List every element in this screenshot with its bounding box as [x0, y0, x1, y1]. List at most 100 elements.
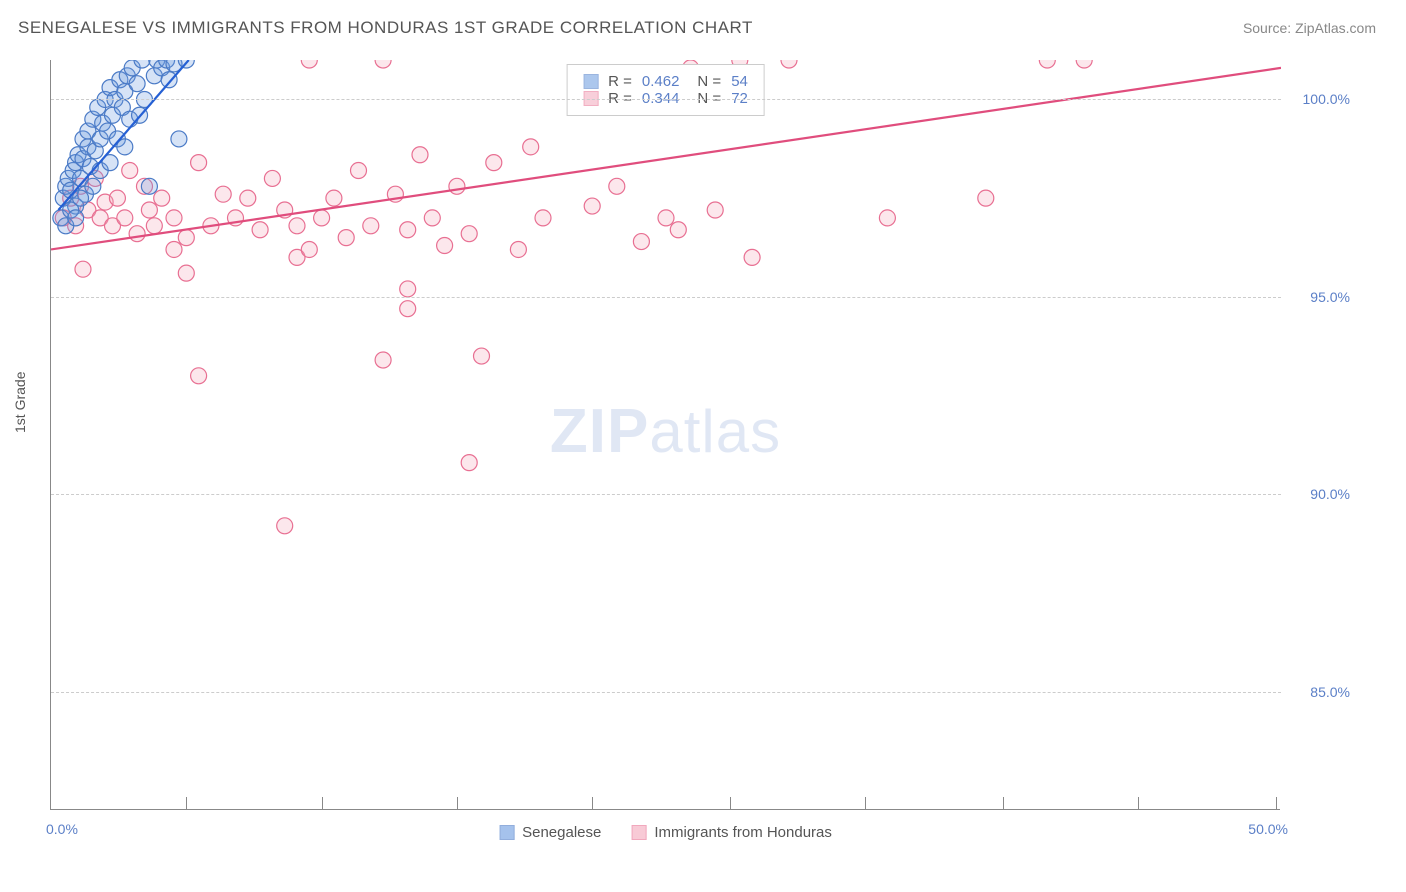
- data-point: [461, 226, 477, 242]
- data-point: [1039, 60, 1055, 68]
- data-point: [400, 281, 416, 297]
- tick-mark-x: [1003, 797, 1004, 809]
- data-point: [486, 155, 502, 171]
- data-point: [510, 241, 526, 257]
- data-point: [191, 368, 207, 384]
- data-point: [141, 202, 157, 218]
- tick-mark-x: [865, 797, 866, 809]
- n-value: 54: [731, 73, 748, 90]
- data-point: [375, 60, 391, 68]
- y-tick-label: 95.0%: [1310, 289, 1350, 305]
- data-point: [109, 190, 125, 206]
- tick-mark-x: [592, 797, 593, 809]
- data-point: [161, 72, 177, 88]
- data-point: [338, 230, 354, 246]
- r-value: 0.462: [642, 73, 680, 90]
- y-axis-label: 1st Grade: [12, 372, 28, 433]
- data-point: [461, 455, 477, 471]
- data-point: [264, 170, 280, 186]
- data-point: [351, 163, 367, 179]
- data-point: [781, 60, 797, 68]
- data-point: [633, 234, 649, 250]
- source-label: Source: ZipAtlas.com: [1243, 20, 1376, 36]
- legend-label-a: Senegalese: [522, 824, 601, 841]
- data-point: [154, 190, 170, 206]
- data-point: [252, 222, 268, 238]
- data-point: [326, 190, 342, 206]
- gridline-h: [51, 692, 1281, 693]
- data-point: [658, 210, 674, 226]
- plot-area: ZIPatlas R = 0.462 N = 54 R = 0.344 N = …: [50, 60, 1280, 810]
- data-point: [474, 348, 490, 364]
- tick-mark-x: [1138, 797, 1139, 809]
- data-point: [1076, 60, 1092, 68]
- n-label: N =: [697, 73, 721, 90]
- data-point: [400, 222, 416, 238]
- data-point: [117, 210, 133, 226]
- scatter-plot-svg: [51, 60, 1281, 810]
- r-label: R =: [608, 73, 632, 90]
- data-point: [437, 238, 453, 254]
- data-point: [301, 60, 317, 68]
- data-point: [400, 301, 416, 317]
- data-point: [277, 518, 293, 534]
- data-point: [707, 202, 723, 218]
- data-point: [978, 190, 994, 206]
- data-point: [215, 186, 231, 202]
- data-point: [879, 210, 895, 226]
- y-tick-label: 85.0%: [1310, 684, 1350, 700]
- data-point: [141, 178, 157, 194]
- chart-title: SENEGALESE VS IMMIGRANTS FROM HONDURAS 1…: [18, 18, 753, 38]
- data-point: [240, 190, 256, 206]
- data-point: [584, 198, 600, 214]
- stats-row: R = 0.462 N = 54: [583, 73, 748, 90]
- data-point: [171, 131, 187, 147]
- gridline-h: [51, 494, 1281, 495]
- x-tick-0: 0.0%: [46, 821, 78, 837]
- data-point: [129, 76, 145, 92]
- data-point: [85, 178, 101, 194]
- data-point: [75, 261, 91, 277]
- data-point: [146, 218, 162, 234]
- x-tick-50: 50.0%: [1248, 821, 1288, 837]
- tick-mark-x: [730, 797, 731, 809]
- chart-container: 1st Grade ZIPatlas R = 0.462 N = 54 R = …: [50, 60, 1360, 830]
- tick-mark-x: [457, 797, 458, 809]
- tick-mark-x: [186, 797, 187, 809]
- data-point: [523, 139, 539, 155]
- data-point: [424, 210, 440, 226]
- data-point: [166, 210, 182, 226]
- y-tick-label: 90.0%: [1310, 486, 1350, 502]
- series-legend: Senegalese Immigrants from Honduras: [499, 824, 832, 841]
- legend-swatch-a: [499, 825, 514, 840]
- tick-mark-x: [322, 797, 323, 809]
- data-point: [363, 218, 379, 234]
- data-point: [122, 163, 138, 179]
- gridline-h: [51, 99, 1281, 100]
- tick-mark-x: [1276, 797, 1277, 809]
- data-point: [68, 210, 84, 226]
- data-point: [412, 147, 428, 163]
- data-point: [744, 249, 760, 265]
- data-point: [289, 218, 305, 234]
- data-point: [449, 178, 465, 194]
- stats-swatch: [583, 74, 598, 89]
- data-point: [609, 178, 625, 194]
- y-tick-label: 100.0%: [1303, 91, 1350, 107]
- chart-header: SENEGALESE VS IMMIGRANTS FROM HONDURAS 1…: [0, 0, 1406, 58]
- data-point: [670, 222, 686, 238]
- data-point: [301, 241, 317, 257]
- data-point: [129, 226, 145, 242]
- data-point: [535, 210, 551, 226]
- gridline-h: [51, 297, 1281, 298]
- data-point: [178, 230, 194, 246]
- data-point: [178, 265, 194, 281]
- legend-item-honduras: Immigrants from Honduras: [631, 824, 832, 841]
- legend-label-b: Immigrants from Honduras: [654, 824, 832, 841]
- data-point: [166, 241, 182, 257]
- legend-swatch-b: [631, 825, 646, 840]
- legend-item-senegalese: Senegalese: [499, 824, 601, 841]
- data-point: [375, 352, 391, 368]
- data-point: [191, 155, 207, 171]
- stats-legend: R = 0.462 N = 54 R = 0.344 N = 72: [566, 64, 765, 116]
